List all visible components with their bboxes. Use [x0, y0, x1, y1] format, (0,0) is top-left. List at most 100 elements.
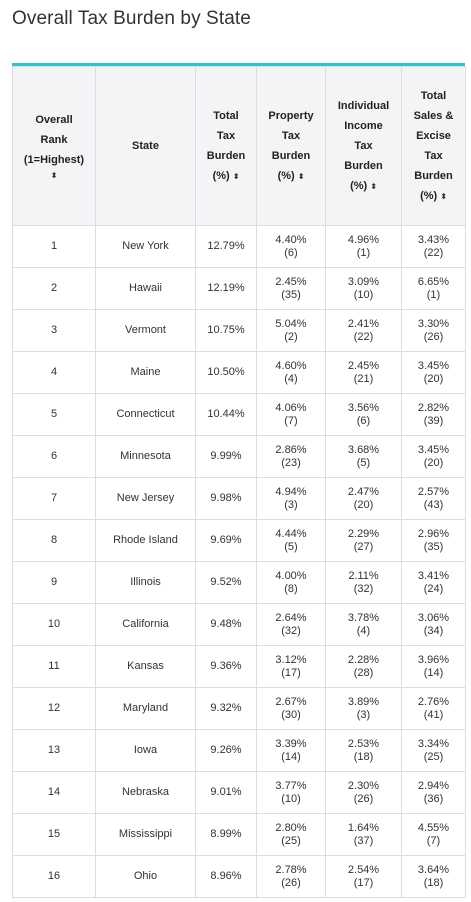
- cell-rank: 13: [12, 729, 96, 772]
- table-row: 10 California 9.48% 2.64% (32) 3.78% (4) 3.06%(…: [12, 603, 466, 646]
- cell-sales-burden: 3.43% (22): [401, 225, 466, 268]
- cell-income-burden: 2.30% (26): [325, 771, 402, 814]
- header-total-tax-burden[interactable]: Total Tax Burden (%) ⬍: [195, 66, 257, 226]
- table-row: 12 Maryland 9.32% 2.67% (30) 3.89% (3) 2.76% (41…: [12, 687, 466, 730]
- cell-rank: 6: [12, 435, 96, 478]
- cell-income-burden: 2.41% (22): [325, 309, 402, 352]
- cell-state: Vermont: [95, 309, 196, 352]
- cell-income-burden: 2.11% (32): [325, 561, 402, 604]
- cell-income-burden: 2.47% (20): [325, 477, 402, 520]
- cell-property-burden: 4.94% (3): [256, 477, 326, 520]
- table-row: 13 Iowa 9.26% 3.39% (14) 2.53% (18) 3.34% (25): [12, 729, 466, 772]
- cell-total-burden: 9.01%: [195, 771, 257, 814]
- cell-state: California: [95, 603, 196, 646]
- tax-burden-table: Overall Rank (1=Highest) ⬍ State Total T…: [12, 66, 466, 898]
- cell-income-burden: 1.64% (37): [325, 813, 402, 856]
- cell-state: Mississippi: [95, 813, 196, 856]
- cell-total-burden: 10.75%: [195, 309, 257, 352]
- cell-state: Maine: [95, 351, 196, 394]
- cell-total-burden: 9.36%: [195, 645, 257, 688]
- cell-income-burden: 3.89% (3): [325, 687, 402, 730]
- cell-rank: 10: [12, 603, 96, 646]
- header-state[interactable]: State: [95, 66, 196, 226]
- cell-income-burden: 2.54% (17): [325, 855, 402, 898]
- table-row: 7 New Jersey 9.98% 4.94% (3) 2.47% (20) 2.57% (4…: [12, 477, 466, 520]
- table-row: 5 Connecticut 10.44% 4.06% (7) 3.56% (6) 2.82%(…: [12, 393, 466, 436]
- cell-state: Connecticut: [95, 393, 196, 436]
- cell-rank: 8: [12, 519, 96, 562]
- sort-icon[interactable]: ⬍: [297, 171, 305, 181]
- table-body: 1 New York 12.79% 4.40% (6) 4.96% (1) 3.43% (22)…: [12, 225, 466, 898]
- tax-burden-table-container: Overall Rank (1=Highest) ⬍ State Total T…: [12, 63, 466, 898]
- cell-sales-burden: 3.06% (34): [401, 603, 466, 646]
- cell-property-burden: 5.04% (2): [256, 309, 326, 352]
- cell-rank: 4: [12, 351, 96, 394]
- cell-total-burden: 12.19%: [195, 267, 257, 310]
- cell-sales-burden: 3.45% (20): [401, 435, 466, 478]
- cell-sales-burden: 2.94% (36): [401, 771, 466, 814]
- cell-income-burden: 2.28% (28): [325, 645, 402, 688]
- cell-sales-burden: 2.76% (41): [401, 687, 466, 730]
- cell-property-burden: 3.12% (17): [256, 645, 326, 688]
- table-row: 15 Mississippi 8.99% 2.80% (25) 1.64% (37) 4.55…: [12, 813, 466, 856]
- cell-income-burden: 3.78% (4): [325, 603, 402, 646]
- table-row: 14 Nebraska 9.01% 3.77% (10) 2.30% (26) 2.94% (3…: [12, 771, 466, 814]
- table-row: 4 Maine 10.50% 4.60% (4) 2.45% (21) 3.45% (20): [12, 351, 466, 394]
- table-row: 6 Minnesota 9.99% 2.86% (23) 3.68% (5) 3.45% (20…: [12, 435, 466, 478]
- cell-rank: 12: [12, 687, 96, 730]
- cell-rank: 5: [12, 393, 96, 436]
- header-overall-rank[interactable]: Overall Rank (1=Highest) ⬍: [12, 66, 96, 226]
- cell-income-burden: 3.56% (6): [325, 393, 402, 436]
- cell-sales-burden: 3.41% (24): [401, 561, 466, 604]
- header-property-tax-burden[interactable]: Property Tax Burden (%) ⬍: [256, 66, 326, 226]
- cell-total-burden: 9.26%: [195, 729, 257, 772]
- cell-total-burden: 9.32%: [195, 687, 257, 730]
- cell-property-burden: 2.64% (32): [256, 603, 326, 646]
- cell-property-burden: 3.77% (10): [256, 771, 326, 814]
- cell-income-burden: 4.96% (1): [325, 225, 402, 268]
- cell-sales-burden: 3.96% (14): [401, 645, 466, 688]
- cell-state: New York: [95, 225, 196, 268]
- table-row: 1 New York 12.79% 4.40% (6) 4.96% (1) 3.43% (22): [12, 225, 466, 268]
- page-title: Overall Tax Burden by State: [12, 8, 251, 29]
- table-row: 8 Rhode Island 9.69% 4.44% (5) 2.29% (27) 2.96%…: [12, 519, 466, 562]
- cell-total-burden: 9.48%: [195, 603, 257, 646]
- cell-property-burden: 4.06% (7): [256, 393, 326, 436]
- cell-income-burden: 2.53% (18): [325, 729, 402, 772]
- cell-rank: 3: [12, 309, 96, 352]
- cell-rank: 15: [12, 813, 96, 856]
- cell-state: Nebraska: [95, 771, 196, 814]
- sort-icon[interactable]: ⬍: [232, 171, 240, 181]
- sort-icon[interactable]: ⬍: [370, 181, 377, 191]
- cell-total-burden: 9.69%: [195, 519, 257, 562]
- header-sales-excise-tax-burden[interactable]: Total Sales & Excise Tax Burden (%) ⬍: [401, 66, 466, 226]
- cell-total-burden: 10.50%: [195, 351, 257, 394]
- cell-rank: 1: [12, 225, 96, 268]
- cell-sales-burden: 6.65% (1): [401, 267, 466, 310]
- cell-total-burden: 8.96%: [195, 855, 257, 898]
- cell-rank: 11: [12, 645, 96, 688]
- cell-state: Kansas: [95, 645, 196, 688]
- cell-property-burden: 2.67% (30): [256, 687, 326, 730]
- header-individual-income-tax-burden[interactable]: Individual Income Tax Burden (%) ⬍: [325, 66, 402, 226]
- cell-total-burden: 12.79%: [195, 225, 257, 268]
- sort-icon[interactable]: ⬍: [440, 191, 447, 201]
- cell-state: Ohio: [95, 855, 196, 898]
- table-row: 11 Kansas 9.36% 3.12% (17) 2.28% (28) 3.96% (14): [12, 645, 466, 688]
- cell-state: Illinois: [95, 561, 196, 604]
- cell-income-burden: 2.45% (21): [325, 351, 402, 394]
- cell-income-burden: 3.09% (10): [325, 267, 402, 310]
- cell-state: Iowa: [95, 729, 196, 772]
- cell-property-burden: 3.39% (14): [256, 729, 326, 772]
- sort-icon[interactable]: ⬍: [50, 171, 58, 180]
- cell-total-burden: 9.98%: [195, 477, 257, 520]
- cell-income-burden: 2.29% (27): [325, 519, 402, 562]
- cell-rank: 7: [12, 477, 96, 520]
- cell-rank: 14: [12, 771, 96, 814]
- table-row: 16 Ohio 8.96% 2.78% (26) 2.54% (17) 3.64% (18): [12, 855, 466, 898]
- table-row: 3 Vermont 10.75% 5.04% (2) 2.41% (22) 3.30% (26): [12, 309, 466, 352]
- cell-rank: 16: [12, 855, 96, 898]
- cell-property-burden: 4.44% (5): [256, 519, 326, 562]
- cell-total-burden: 8.99%: [195, 813, 257, 856]
- cell-total-burden: 9.52%: [195, 561, 257, 604]
